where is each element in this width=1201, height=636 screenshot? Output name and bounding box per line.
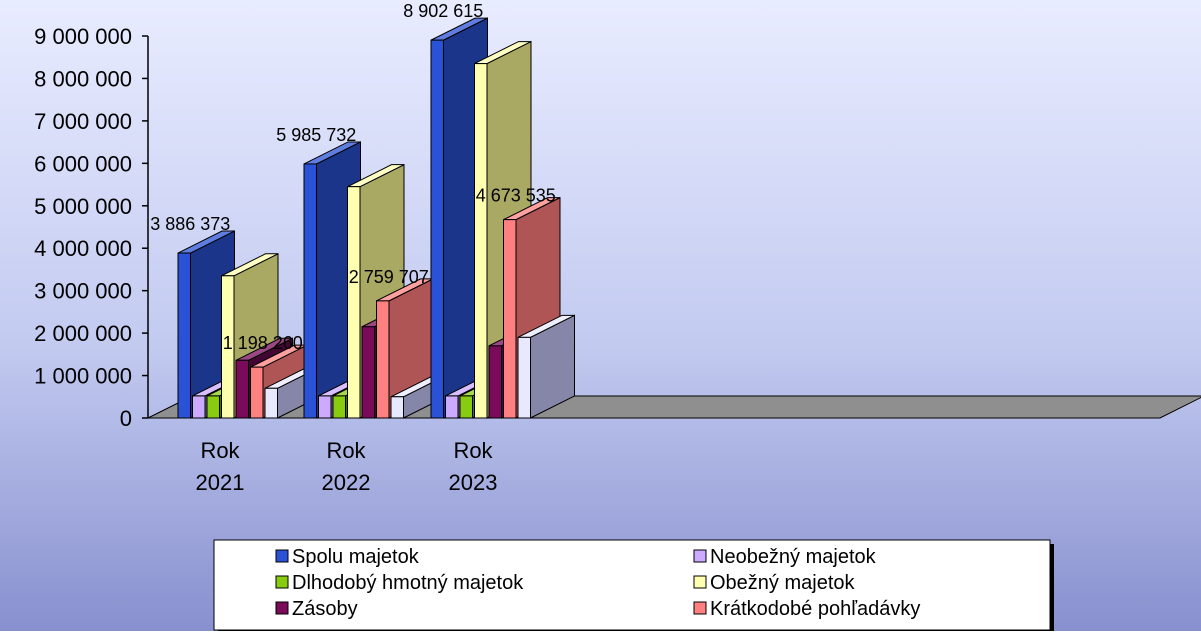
bar-front [488, 345, 502, 419]
legend-swatch [693, 575, 707, 589]
legend-swatch [693, 601, 707, 615]
legend-swatch [275, 549, 289, 563]
bar-front [445, 395, 459, 419]
y-tick-label: 3 000 000 [34, 279, 132, 304]
data-label: 3 886 373 [150, 214, 230, 234]
legend-item: Krátkodobé pohľadávky [693, 598, 920, 620]
y-tick-label: 7 000 000 [34, 109, 132, 134]
legend-swatch [275, 575, 289, 589]
y-tick-label: 8 000 000 [34, 66, 132, 91]
legend-label: Dlhodobý hmotný majetok [292, 572, 524, 594]
y-tick-label: 0 [120, 406, 132, 431]
x-tick-label: 2021 [196, 470, 245, 495]
bar-front [390, 396, 404, 419]
data-label: 5 985 732 [276, 125, 356, 145]
legend-item: Spolu majetok [275, 546, 420, 568]
y-tick-label: 4 000 000 [34, 236, 132, 261]
legend-item: Obežný majetok [693, 572, 856, 594]
bar-front [361, 326, 375, 419]
y-tick-label: 2 000 000 [34, 321, 132, 346]
y-tick-label: 1 000 000 [34, 364, 132, 389]
legend-label: Spolu majetok [292, 546, 420, 568]
bar-front [235, 359, 249, 419]
x-tick-label: 2023 [449, 470, 498, 495]
bar-front [347, 186, 361, 419]
legend-label: Obežný majetok [710, 572, 856, 594]
bar-front [177, 252, 191, 419]
legend-label: Neobežný majetok [710, 546, 877, 568]
bar-front [192, 395, 206, 419]
bar-front [221, 275, 235, 419]
bar-front [430, 39, 444, 419]
bar-front [318, 395, 332, 419]
legend-item: Dlhodobý hmotný majetok [275, 572, 524, 594]
legend-swatch [693, 549, 707, 563]
bar [517, 314, 575, 419]
y-tick-label: 5 000 000 [34, 194, 132, 219]
data-label: 4 673 535 [476, 186, 556, 206]
bar-front [250, 366, 264, 419]
y-tick-label: 9 000 000 [34, 24, 132, 49]
bar-front [459, 395, 473, 419]
legend-box [213, 539, 1051, 631]
data-label: 2 759 707 [349, 267, 429, 287]
bar-front [474, 63, 488, 419]
x-tick-label: Rok [453, 438, 493, 463]
bar-front [503, 219, 517, 419]
bar-front [264, 387, 278, 419]
bar-front [206, 395, 220, 419]
x-tick-label: 2022 [322, 470, 371, 495]
x-tick-label: Rok [200, 438, 240, 463]
legend-swatch [275, 601, 289, 615]
legend-label: Zásoby [292, 598, 358, 620]
y-tick-label: 6 000 000 [34, 151, 132, 176]
legend-item: Zásoby [275, 598, 358, 620]
x-tick-label: Rok [326, 438, 366, 463]
data-label: 8 902 615 [403, 1, 483, 21]
bar-front [332, 395, 346, 419]
bar-front [303, 163, 317, 419]
data-label: 1 198 260 [223, 333, 303, 353]
bar-front [376, 300, 390, 419]
bar-front [517, 336, 531, 419]
legend-label: Krátkodobé pohľadávky [710, 598, 920, 620]
legend-item: Neobežný majetok [693, 546, 877, 568]
